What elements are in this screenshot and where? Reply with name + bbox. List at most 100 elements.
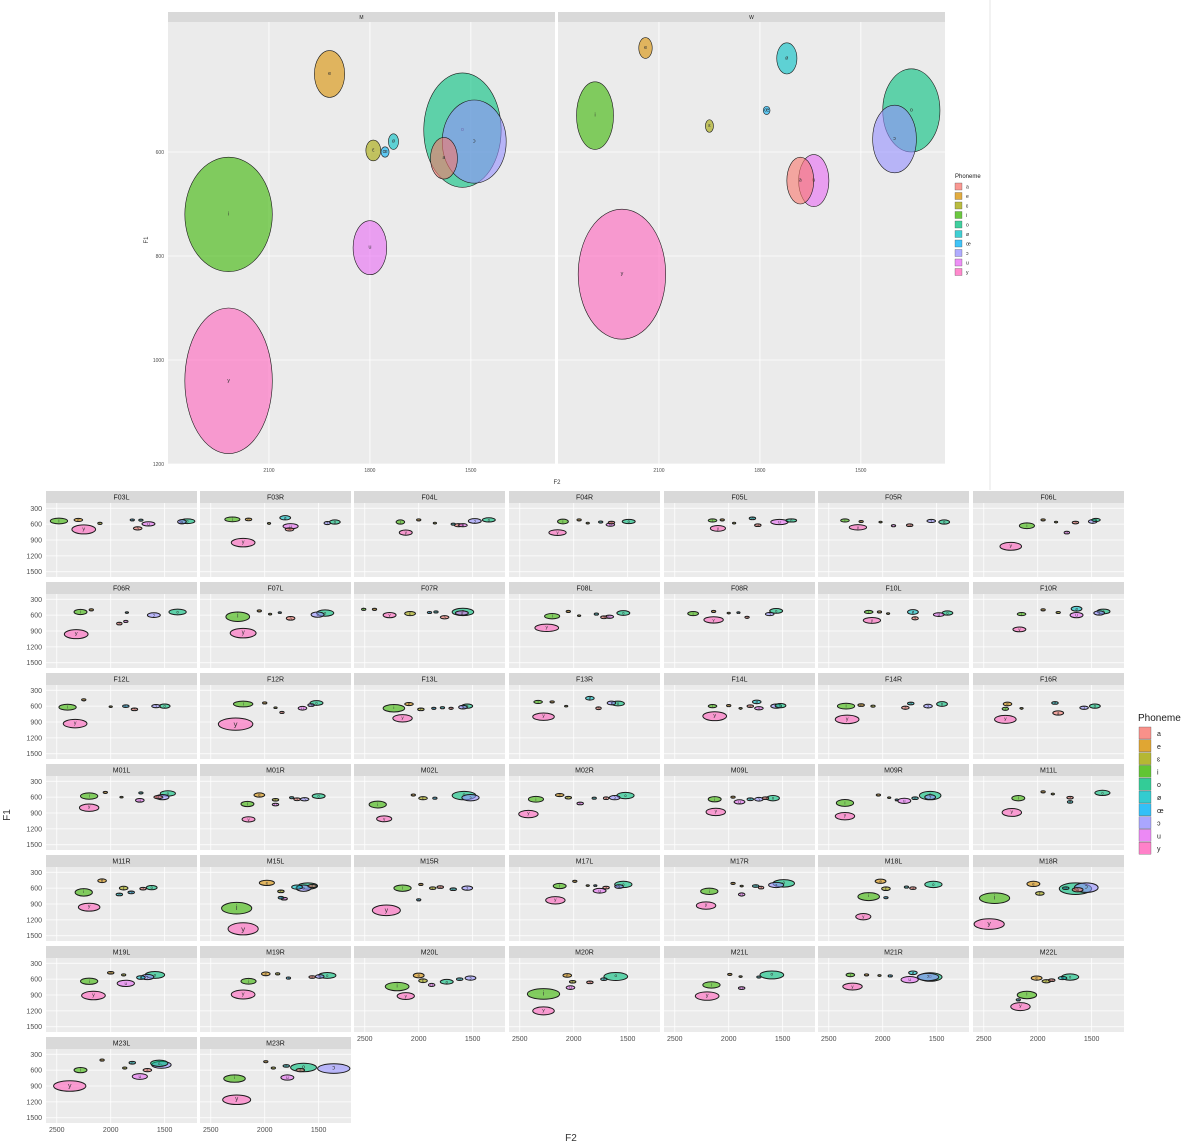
- ellipse-a: [153, 795, 163, 800]
- x-tick-label: 1500: [855, 468, 866, 474]
- x-tick-label: 1500: [465, 1036, 481, 1043]
- panel-grid: [46, 594, 197, 668]
- y-tick-label: 1200: [153, 462, 164, 468]
- panel-title: F14L: [732, 676, 748, 683]
- ellipse-a: [786, 156, 815, 205]
- legend-label: ø: [1157, 795, 1162, 802]
- ellipse-label: o: [446, 979, 449, 984]
- ellipse-y: [532, 712, 555, 721]
- panel-grid: [200, 503, 351, 577]
- ellipse-label: e: [712, 609, 715, 614]
- ellipse-label: e: [567, 609, 570, 614]
- ellipse-y: [217, 717, 254, 731]
- ellipse-label: ɛ: [878, 973, 880, 978]
- ellipse-i: [49, 517, 69, 525]
- ellipse-ɛ: [878, 520, 883, 524]
- ellipse-ø: [1070, 605, 1083, 612]
- ellipse-label: a: [1051, 978, 1054, 983]
- ellipse-label: y: [68, 1083, 72, 1090]
- ellipse-label: ø: [599, 520, 602, 525]
- ellipse-label: ɔ: [181, 519, 183, 524]
- ellipse-label: ɔ: [614, 795, 616, 800]
- ellipse-label: a: [311, 884, 314, 889]
- ellipse-y: [63, 629, 89, 640]
- ellipse-ɛ: [576, 614, 582, 617]
- ellipse-label: u: [892, 523, 895, 528]
- ellipse-ø: [907, 609, 919, 615]
- ellipse-label: ɛ: [409, 611, 411, 616]
- panel-M17L: M17L y o i u ɔ a e ɛ œ: [509, 855, 660, 941]
- ellipse-i: [1018, 522, 1035, 530]
- ellipse-label: o: [186, 519, 189, 524]
- panel-strip: [973, 855, 1124, 867]
- ellipse-label: u: [462, 523, 465, 528]
- panel-strip: [973, 673, 1124, 685]
- ellipse-y: [241, 816, 256, 823]
- ellipse-œ: [127, 890, 135, 895]
- ellipse-label: a: [142, 886, 145, 891]
- panel-M22L: M22L y i o e ɛ ø a œ: [973, 946, 1124, 1032]
- ellipse-i: [240, 977, 257, 985]
- ellipse-label: y: [1010, 810, 1013, 815]
- ellipse-e: [565, 609, 571, 614]
- ellipse-a: [602, 885, 610, 890]
- ellipse-label: œ: [124, 704, 128, 709]
- panel-title: F08R: [731, 585, 748, 592]
- ellipse-u: [427, 982, 436, 988]
- ellipse-label: e: [101, 878, 104, 883]
- x-tick-label: 2500: [49, 1127, 65, 1134]
- ellipse-a: [1052, 710, 1065, 716]
- ellipse-label: o: [150, 885, 153, 890]
- ellipse-y: [848, 524, 868, 531]
- ellipse-label: ɛ: [422, 978, 424, 983]
- ellipse-label: i: [80, 1068, 81, 1073]
- ellipse-ɔ: [458, 704, 468, 710]
- ellipse-a: [586, 980, 594, 985]
- ellipse-label: e: [1042, 607, 1045, 612]
- ellipse-label: y: [862, 914, 865, 919]
- ellipse-label: ø: [284, 515, 287, 520]
- ellipse-label: a: [597, 706, 600, 711]
- x-tick-label: 1800: [754, 468, 765, 474]
- ellipse-label: œ: [130, 517, 134, 522]
- ellipse-label: œ: [895, 797, 899, 802]
- ellipse-ɛ: [404, 610, 416, 617]
- ellipse-y: [994, 714, 1017, 724]
- ellipse-label: ɛ: [587, 521, 589, 526]
- panel-title: F04L: [422, 494, 438, 501]
- ellipse-label: a: [760, 885, 763, 890]
- ellipse-label: ø: [1075, 606, 1078, 611]
- ellipse-i: [225, 611, 251, 622]
- ellipse-ø: [115, 892, 124, 897]
- panel-title: M11L: [1040, 767, 1057, 774]
- y-tick-label: 600: [30, 704, 42, 711]
- ellipse-label: ø: [758, 975, 761, 980]
- panel-strip: [168, 12, 555, 22]
- y-tick-label: 1200: [26, 735, 42, 742]
- ellipse-u: [280, 1074, 295, 1081]
- ellipse-label: y: [241, 924, 246, 933]
- ellipse-œ: [380, 146, 390, 158]
- x-tick-label: 1800: [364, 468, 375, 474]
- ellipse-label: ɛ: [1055, 520, 1057, 525]
- ellipse-label: i: [228, 211, 229, 217]
- panel-F06R: F06R y o i ɔ a e uø: [46, 582, 197, 668]
- panel-strip: [818, 855, 969, 867]
- ellipse-o: [439, 978, 454, 985]
- ellipse-y: [973, 918, 1005, 930]
- panel-F03R: F03R y u i ø o a ɔ e ɛ: [200, 491, 351, 577]
- ellipse-ɛ: [1055, 610, 1061, 615]
- ellipse-label: i: [868, 609, 869, 614]
- ellipse-label: i: [994, 895, 996, 902]
- ellipse-label: a: [912, 886, 915, 891]
- panel-M01R: M01R i y o e ɔ ɛu aø: [200, 764, 351, 850]
- top-x-axis-title: F2: [553, 480, 561, 486]
- panel-title: M23L: [113, 1040, 131, 1047]
- ellipse-label: o: [941, 702, 944, 707]
- ellipse-y: [703, 616, 724, 624]
- ellipse-label: ɔ: [332, 1066, 335, 1072]
- ellipse-label: y: [92, 993, 95, 999]
- ellipse-e: [1002, 701, 1013, 707]
- legend-label: u: [1157, 833, 1161, 840]
- ellipse-label: u: [430, 982, 433, 987]
